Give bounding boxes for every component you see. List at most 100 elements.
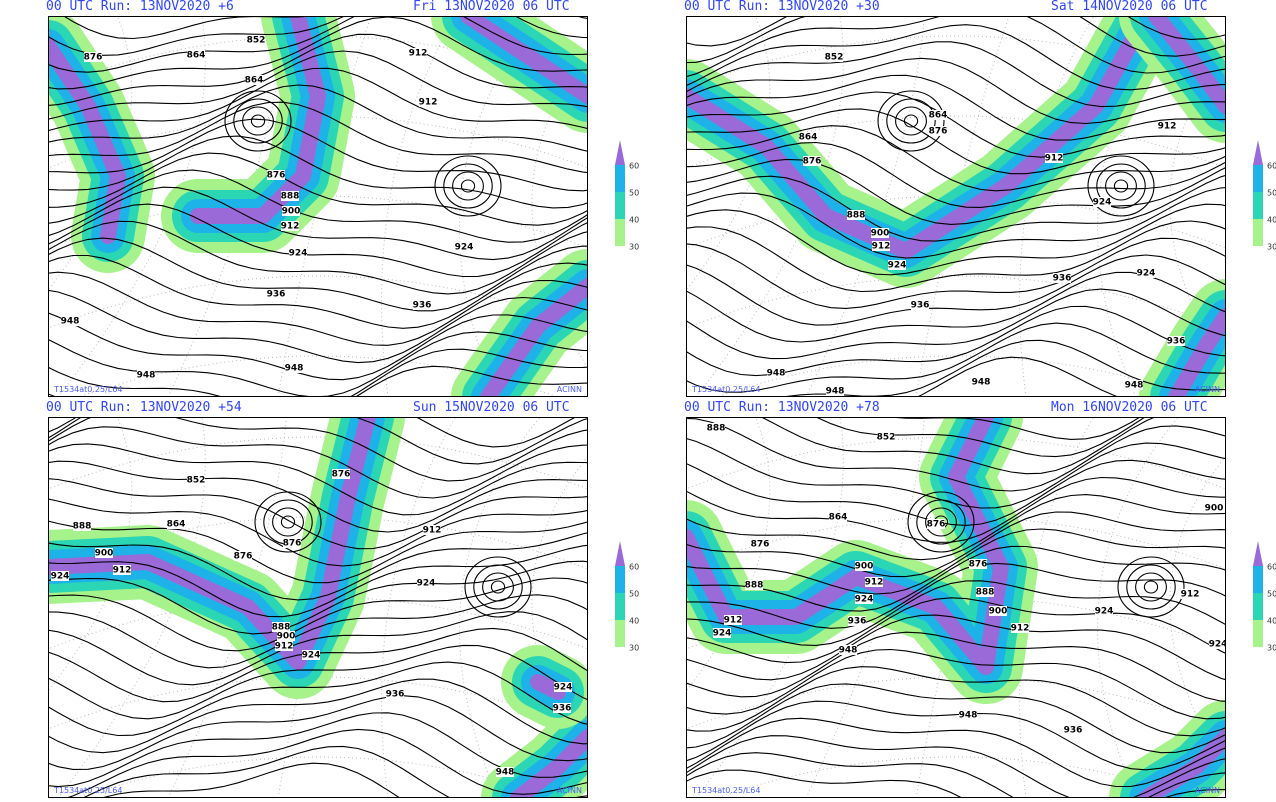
contour-label: 948 (826, 387, 845, 397)
label-bg (959, 710, 977, 720)
legend-label: 30 (629, 243, 639, 252)
run-label: 00 UTC Run: 13NOV2020 +30 (684, 0, 880, 14)
label-bg (1095, 606, 1113, 616)
height-contour (686, 631, 1226, 702)
contour-label: 900 (855, 562, 874, 572)
legend-swatch (1253, 620, 1263, 647)
label-bg (871, 228, 889, 238)
map-panel: 852 864 876 864 912 912 876 888 900 912 924 936 924 9… (48, 16, 639, 397)
legend-label: 60 (629, 162, 639, 171)
label-bg (332, 469, 350, 479)
label-bg (972, 377, 990, 387)
label-bg (277, 631, 295, 641)
contour-label: 876 (332, 470, 351, 480)
label-bg (187, 475, 205, 485)
low-contour (1135, 572, 1167, 602)
label-bg (281, 221, 299, 231)
label-bg (234, 551, 252, 561)
legend-swatch (1253, 140, 1263, 165)
label-bg (554, 682, 572, 692)
height-contour (48, 289, 588, 364)
label-bg (386, 689, 404, 699)
label-bg (839, 645, 857, 655)
height-contour (48, 254, 588, 329)
height-contour (686, 305, 1226, 377)
label-bg (281, 191, 299, 201)
contour-label: 900 (989, 607, 1008, 617)
label-bg (872, 241, 890, 251)
contour-label: 924 (1095, 607, 1114, 617)
height-contour (686, 16, 1226, 78)
height-contour (48, 67, 588, 132)
contour-label: 888 (745, 581, 764, 591)
height-contour (686, 108, 1226, 175)
wind-band (460, 16, 588, 104)
label-bg (413, 300, 431, 310)
low-contour (1096, 163, 1146, 209)
height-contour (48, 695, 588, 770)
wind-band (480, 278, 588, 397)
contour-label: 912 (1011, 624, 1030, 634)
label-bg (1125, 380, 1143, 390)
low-contour (895, 106, 927, 136)
contour-label: 912 (113, 566, 132, 576)
contour-label: 888 (281, 192, 300, 202)
graticule (695, 16, 844, 397)
label-bg (267, 170, 285, 180)
contour-label: 924 (302, 651, 321, 661)
label-bg (877, 432, 895, 442)
height-contour (686, 580, 1226, 646)
height-contour (686, 437, 1226, 509)
model-label: T1534at0.25/L64 (53, 385, 122, 394)
low-contour (1105, 171, 1137, 201)
height-contour (48, 312, 588, 381)
height-contour (48, 186, 588, 261)
height-contour (48, 560, 588, 635)
low-contour (250, 114, 266, 128)
contour-label: 936 (267, 290, 286, 300)
contour-label: 936 (1053, 274, 1072, 284)
contour-label: 948 (839, 646, 858, 656)
contour-label: 900 (871, 229, 890, 239)
contour-label: 876 (751, 540, 770, 550)
contour-label: 924 (888, 261, 907, 271)
wind-band (1148, 16, 1226, 114)
height-contour (686, 16, 1226, 47)
contour-label: 924 (554, 683, 573, 693)
run-label: 00 UTC Run: 13NOV2020 +6 (46, 0, 234, 14)
contour-label: 936 (1064, 726, 1083, 736)
contour-label: 876 (283, 539, 302, 549)
wind-band (48, 38, 126, 244)
contour-label: 912 (865, 578, 884, 588)
contour-label: 912 (724, 616, 743, 626)
label-bg (929, 126, 947, 136)
label-bg (417, 578, 435, 588)
label-bg (289, 248, 307, 258)
contour-label: 912 (423, 526, 442, 536)
low-contour (464, 556, 532, 618)
source-label: ACINN (557, 786, 582, 795)
legend-swatch (1253, 192, 1263, 219)
label-bg (285, 363, 303, 373)
contour-label: 888 (272, 623, 291, 633)
contour-label: 924 (1137, 269, 1156, 279)
valid-label: Sat 14NOV2020 06 UTC (1051, 0, 1208, 14)
height-contour (64, 728, 588, 798)
label-bg (247, 35, 265, 45)
height-contour (686, 158, 1226, 225)
low-contour (1126, 564, 1176, 610)
map-frame (686, 417, 1226, 798)
legend-label: 30 (1267, 243, 1276, 252)
height-contour (686, 254, 1226, 326)
height-contour (48, 426, 588, 499)
height-contour (686, 769, 1226, 798)
label-bg (855, 561, 873, 571)
height-contour (686, 528, 1226, 595)
height-contour (48, 532, 588, 601)
legend-label: 40 (1267, 617, 1276, 626)
label-bg (1181, 589, 1199, 599)
legend-label: 40 (629, 216, 639, 225)
source-label: ACINN (1195, 385, 1220, 394)
label-bg (1205, 503, 1223, 513)
low-contour (434, 155, 502, 217)
